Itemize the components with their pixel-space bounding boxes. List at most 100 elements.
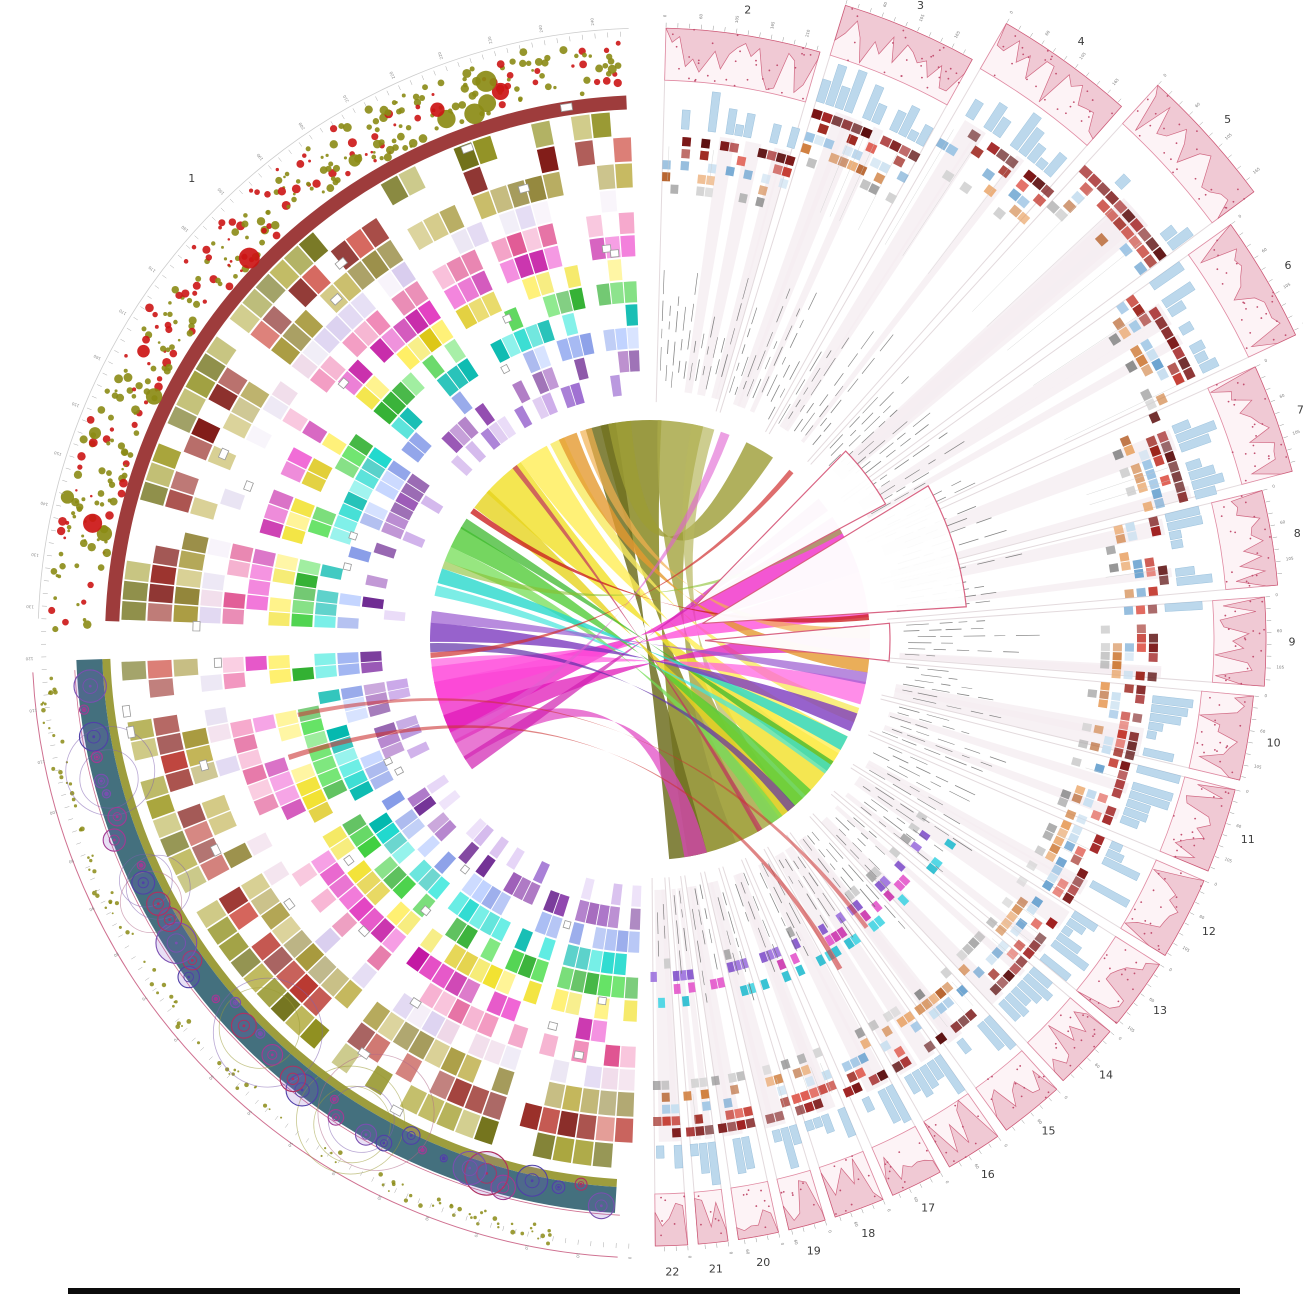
svg-text:5: 5 [1224,113,1231,126]
svg-text:11: 11 [1241,833,1255,846]
bubble-track [65,669,615,1220]
svg-text:0: 0 [728,1251,733,1255]
svg-text:60: 60 [913,1196,920,1203]
svg-text:150: 150 [71,401,80,409]
svg-text:60: 60 [1194,101,1201,108]
svg-text:240: 240 [538,24,544,33]
svg-text:14: 14 [1099,1069,1113,1082]
svg-text:110: 110 [37,759,46,765]
svg-text:210: 210 [342,94,350,104]
right-panels: 0601051652102060105165306010516540601051… [650,0,1303,1279]
svg-text:20: 20 [473,1232,479,1239]
svg-text:60: 60 [1279,392,1286,399]
svg-text:165: 165 [1252,166,1261,175]
svg-text:0: 0 [687,1256,692,1259]
svg-text:105: 105 [1276,664,1284,669]
svg-text:220: 220 [437,51,444,60]
svg-text:60: 60 [1277,628,1283,633]
svg-text:80: 80 [113,951,120,958]
svg-text:100: 100 [49,809,58,816]
left-bands [32,27,629,1258]
svg-text:8: 8 [1294,527,1301,540]
svg-text:105: 105 [734,15,740,24]
svg-text:0: 0 [1162,72,1168,78]
svg-text:60: 60 [882,1,889,8]
svg-text:7: 7 [1297,404,1303,417]
svg-text:60: 60 [745,1249,751,1255]
svg-text:105: 105 [1182,945,1192,953]
svg-text:17: 17 [921,1202,935,1215]
svg-text:165: 165 [1111,77,1120,86]
svg-text:120: 120 [25,656,33,661]
svg-text:90: 90 [68,858,75,865]
svg-text:60: 60 [208,1074,215,1081]
svg-text:0: 0 [662,14,667,17]
svg-text:0: 0 [627,1257,632,1260]
highlight-wedges [693,450,967,662]
svg-text:0: 0 [1275,592,1278,597]
white-square-markers [121,102,620,1117]
svg-text:3: 3 [917,0,924,12]
svg-text:180: 180 [180,224,189,233]
svg-text:0: 0 [1063,1095,1069,1101]
svg-text:15: 15 [1041,1125,1055,1138]
svg-text:70: 70 [141,995,148,1002]
svg-text:130: 130 [30,552,39,558]
svg-text:210: 210 [804,29,811,38]
svg-text:60: 60 [793,1239,799,1246]
svg-text:0: 0 [945,1180,951,1185]
svg-text:10: 10 [524,1244,530,1250]
chromosome-labels-left: 1 [188,172,195,185]
svg-text:19: 19 [807,1244,821,1257]
svg-text:30: 30 [424,1215,431,1222]
svg-text:240: 240 [589,17,595,26]
svg-text:10: 10 [1267,736,1281,749]
svg-text:105: 105 [1224,132,1233,141]
left-heatmap-rings [121,111,642,1168]
svg-text:60: 60 [1236,823,1243,829]
svg-text:70: 70 [172,1036,179,1043]
svg-text:50: 50 [246,1109,253,1116]
svg-text:40: 40 [330,1169,337,1176]
svg-text:50: 50 [287,1141,294,1148]
svg-text:0: 0 [1237,213,1242,219]
svg-text:160: 160 [92,353,101,361]
svg-text:105: 105 [1127,1025,1136,1034]
svg-text:0: 0 [1272,483,1276,489]
svg-text:200: 200 [297,121,306,131]
svg-text:60: 60 [1148,996,1155,1003]
svg-text:150: 150 [53,450,62,457]
svg-text:170: 170 [118,308,128,317]
svg-text:60: 60 [1199,914,1206,921]
svg-text:60: 60 [698,13,703,19]
svg-text:12: 12 [1202,925,1216,938]
svg-text:60: 60 [974,1163,981,1170]
svg-text:0: 0 [1264,693,1267,698]
svg-text:165: 165 [953,30,961,39]
svg-text:0: 0 [780,1242,786,1246]
svg-text:60: 60 [1036,1118,1043,1125]
svg-text:10: 10 [575,1253,581,1259]
svg-text:1: 1 [188,172,195,185]
svg-text:190: 190 [216,187,225,196]
svg-text:0: 0 [827,1230,833,1234]
svg-text:30: 30 [376,1194,383,1201]
svg-text:190: 190 [255,152,264,161]
svg-text:0: 0 [1264,357,1269,363]
svg-text:0: 0 [1118,1036,1124,1042]
svg-text:105: 105 [1282,281,1291,289]
svg-text:105: 105 [1286,555,1295,561]
svg-text:60: 60 [1094,1062,1101,1069]
tick-ring-left: 0101020303040505060707080909010011011012… [25,17,632,1259]
svg-text:20: 20 [756,1256,770,1269]
svg-text:22: 22 [665,1266,679,1279]
svg-text:18: 18 [861,1227,875,1240]
svg-text:60: 60 [1280,519,1286,525]
svg-text:60: 60 [1261,246,1268,253]
svg-text:105: 105 [1078,51,1087,60]
svg-text:105: 105 [1254,763,1263,770]
svg-text:0: 0 [1246,789,1250,795]
svg-text:0: 0 [1214,881,1219,887]
